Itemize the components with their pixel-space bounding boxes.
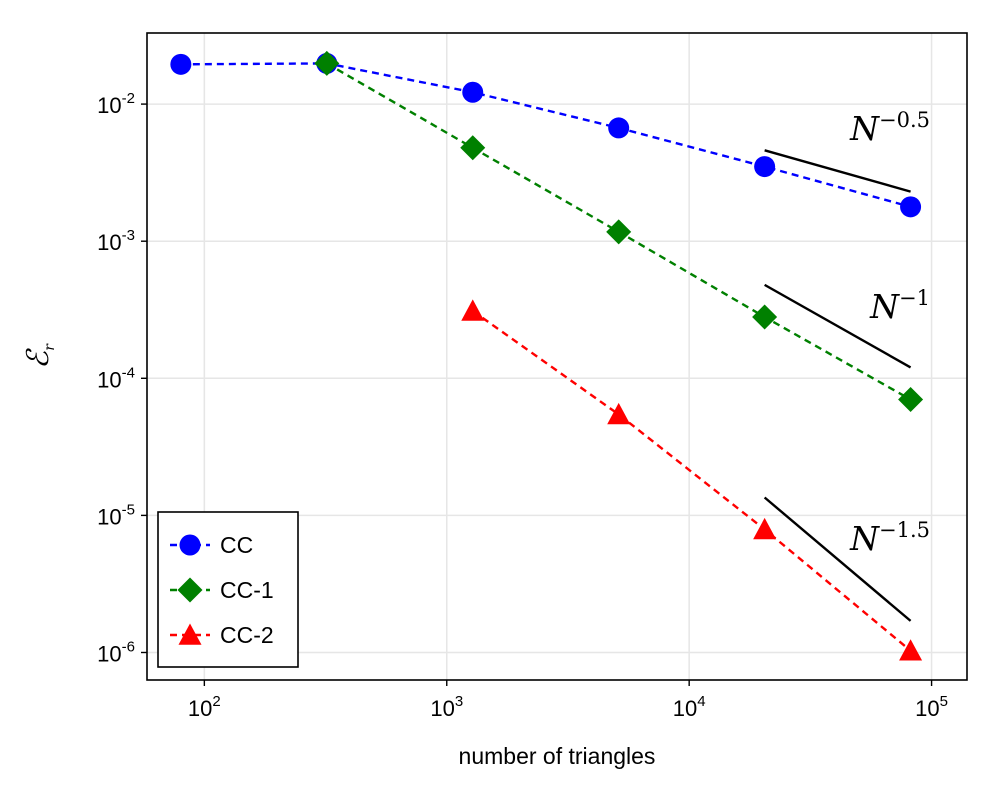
- slope-label-exponent: −1: [899, 286, 930, 310]
- x-tick-label: 104: [673, 693, 706, 721]
- slope-label-base: N: [849, 519, 880, 558]
- reference-slope-label: N−0.5: [849, 108, 930, 148]
- slope-label-exponent: −0.5: [879, 108, 930, 132]
- y-tick-label: 10-3: [97, 227, 135, 255]
- x-tick-label: 105: [915, 693, 948, 721]
- slope-label-base: N: [869, 287, 900, 326]
- reference-slope-label: N−1: [869, 286, 930, 326]
- x-tick-base: 10: [915, 696, 939, 721]
- data-point: [460, 135, 486, 161]
- slope-label-exponent: −1.5: [879, 518, 930, 542]
- y-tick-label: 10-5: [97, 501, 135, 529]
- x-tick-label: 102: [188, 693, 221, 721]
- legend-label: CC-1: [220, 577, 274, 603]
- data-point: [900, 196, 922, 218]
- x-axis-label: number of triangles: [459, 743, 656, 769]
- data-point: [608, 117, 630, 139]
- x-tick-base: 10: [430, 696, 454, 721]
- legend: CC CC-1 CC-2: [157, 511, 299, 668]
- legend-label: CC-2: [220, 622, 274, 648]
- data-point: [898, 387, 924, 413]
- y-tick-label: 10-2: [97, 90, 135, 118]
- x-tick-exponent: 5: [940, 693, 948, 710]
- y-tick-label: 10-4: [97, 364, 135, 392]
- reference-lines: N−0.5N−1N−1.5: [763, 108, 930, 622]
- data-point: [314, 50, 340, 76]
- series-line: [472, 309, 912, 652]
- y-tick-exponent: -3: [122, 227, 135, 244]
- legend-label: CC: [220, 532, 253, 558]
- y-axis-label: ℰr: [21, 343, 58, 369]
- series-line: [180, 62, 911, 209]
- x-tick-exponent: 3: [455, 693, 463, 710]
- y-tick-exponent: -6: [122, 638, 135, 655]
- reference-slope-line: [763, 496, 912, 622]
- legend-marker: [177, 577, 203, 603]
- reference-slope-label: N−1.5: [849, 518, 930, 558]
- y-tick-base: 10: [97, 367, 121, 392]
- legend-marker: [178, 623, 202, 645]
- x-tick-exponent: 4: [697, 693, 705, 710]
- legend-item: CC-2: [170, 622, 274, 648]
- y-tick-label: 10-6: [97, 638, 135, 666]
- y-axis-label-subscript: r: [42, 343, 58, 351]
- data-point: [754, 156, 776, 178]
- legend-item: CC-1: [170, 577, 274, 603]
- x-tick-exponent: 2: [212, 693, 220, 710]
- data-point: [606, 219, 632, 245]
- data-point: [607, 402, 631, 425]
- data-point: [899, 639, 923, 661]
- reference-slope-line: [764, 149, 911, 193]
- data-series: [170, 50, 924, 661]
- legend-marker: [179, 534, 201, 556]
- slope-label-base: N: [849, 109, 880, 148]
- data-point: [170, 53, 192, 75]
- legend-item: CC: [170, 532, 253, 558]
- data-point: [462, 81, 484, 103]
- data-point: [461, 299, 485, 321]
- y-tick-exponent: -5: [122, 501, 135, 518]
- plot-frame: [146, 32, 968, 681]
- x-tick-base: 10: [188, 696, 212, 721]
- y-tick-base: 10: [97, 230, 121, 255]
- series-cc-2: [461, 299, 923, 661]
- y-tick-base: 10: [97, 641, 121, 666]
- grid: [147, 33, 967, 680]
- reference-slope-line: [764, 283, 912, 369]
- y-axis-label-main: ℰ: [21, 348, 56, 369]
- series-cc-1: [314, 50, 924, 413]
- x-tick-label: 103: [430, 693, 463, 721]
- data-point: [752, 304, 778, 330]
- data-point: [753, 517, 777, 540]
- y-tick-exponent: -4: [122, 364, 135, 381]
- y-tick-base: 10: [97, 93, 121, 118]
- y-tick-exponent: -2: [122, 90, 135, 107]
- x-tick-base: 10: [673, 696, 697, 721]
- y-tick-base: 10: [97, 504, 121, 529]
